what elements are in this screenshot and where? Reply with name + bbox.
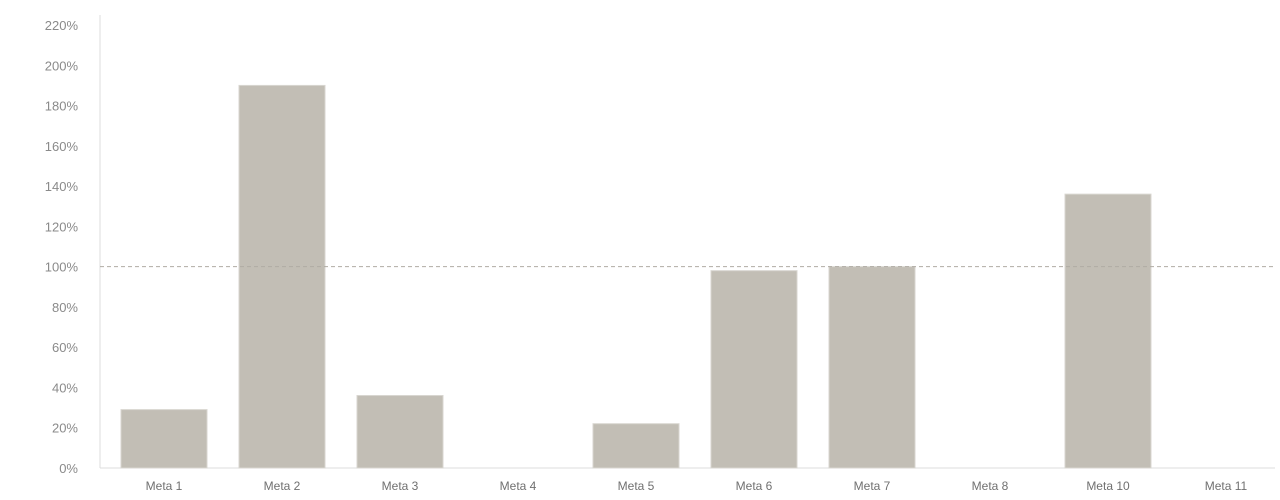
bar-meta-3 (356, 395, 444, 469)
x-tick-label: Meta 7 (854, 479, 891, 493)
x-tick-label: Meta 8 (972, 479, 1009, 493)
x-tick-label: Meta 2 (264, 479, 301, 493)
y-tick-label: 100% (45, 260, 79, 275)
bar-meta-10 (1064, 193, 1152, 469)
y-tick-label: 60% (52, 340, 78, 355)
bar-meta-6 (710, 270, 798, 469)
y-tick-label: 40% (52, 380, 78, 395)
y-tick-label: 160% (45, 139, 79, 154)
x-tick-label: Meta 11 (1205, 479, 1248, 493)
y-tick-label: 0% (59, 461, 78, 476)
x-tick-label: Meta 5 (618, 479, 655, 493)
y-tick-label: 80% (52, 300, 78, 315)
y-axis-ticks: 0% 20% 40% 60% 80% 100% 120% 140% 160% 180% 200% 22… (45, 18, 79, 476)
x-tick-label: Meta 3 (382, 479, 419, 493)
bar-meta-5 (592, 423, 680, 469)
y-tick-label: 140% (45, 179, 79, 194)
bar-meta-1 (120, 409, 208, 469)
y-tick-label: 180% (45, 99, 79, 114)
x-tick-label: Meta 6 (736, 479, 773, 493)
x-tick-label: Meta 10 (1086, 479, 1130, 493)
y-tick-label: 220% (45, 18, 79, 33)
x-tick-label: Meta 1 (146, 479, 183, 493)
y-tick-label: 120% (45, 219, 79, 234)
bars-group (120, 84, 1152, 469)
x-tick-label: Meta 4 (500, 479, 537, 493)
y-tick-label: 200% (45, 58, 79, 73)
x-axis-labels: Meta 1 Meta 2 Meta 3 Meta 4 Meta 5 Meta 6 Meta… (146, 479, 1248, 493)
y-tick-label: 20% (52, 421, 78, 436)
bar-meta-2 (238, 84, 326, 469)
bar-meta-7 (828, 266, 916, 469)
